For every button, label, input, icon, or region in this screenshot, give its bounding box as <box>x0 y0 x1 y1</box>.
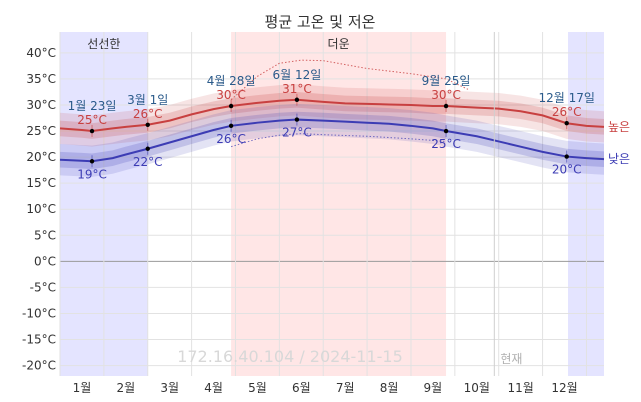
annotation-date-8: 9월 25일 <box>422 74 471 88</box>
y-tick-label-0: -20°C <box>22 359 56 373</box>
annotation-point-8 <box>443 103 449 109</box>
x-tick-label-4: 5월 <box>248 381 267 395</box>
season-bands: 선선한 더운 <box>60 32 604 376</box>
annotation-value-4: 30°C <box>216 88 246 102</box>
grid <box>59 32 604 376</box>
axes: -20°C -15°C -10°C -5°C 0°C 5°C 10°C 15°C 20°C 25°… <box>22 46 578 395</box>
annotation-date-4: 4월 28일 <box>207 74 256 88</box>
x-tick-label-3: 4월 <box>204 381 223 395</box>
annotation-value-3: 22°C <box>133 155 163 169</box>
range-outer-1 <box>60 103 604 177</box>
watermark-text: 172.16.40.104 / 2024-11-15 <box>177 347 403 366</box>
y-tick-label-10: 30°C <box>26 98 56 112</box>
annotation-value-11: 20°C <box>552 163 582 177</box>
annotation-point-6 <box>294 97 300 102</box>
annotation-point-10 <box>564 121 569 126</box>
x-tick-label-11: 12월 <box>551 381 577 395</box>
annotation-point-11 <box>564 154 569 159</box>
y-tick-label-2: -10°C <box>22 306 56 320</box>
annotation-value-8: 30°C <box>431 88 461 102</box>
y-tick-label-8: 20°C <box>26 150 56 164</box>
x-tick-label-9: 10월 <box>464 381 490 395</box>
annotation-point-7 <box>294 117 300 122</box>
annotation-date-0: 1월 23일 <box>68 99 117 113</box>
annotation-date-6: 6월 12일 <box>272 68 321 82</box>
x-tick-label-10: 11월 <box>507 381 533 395</box>
range-outer-0 <box>60 84 604 147</box>
now-marker-label: 현재 <box>500 352 522 366</box>
y-tick-label-7: 15°C <box>26 176 56 190</box>
annotation-date-2: 3월 1일 <box>127 93 168 107</box>
annotation-value-0: 25°C <box>77 113 107 127</box>
annotation-point-2 <box>145 122 150 127</box>
range-inner-0 <box>60 91 604 139</box>
annotation-value-10: 26°C <box>552 105 582 119</box>
y-tick-label-1: -15°C <box>22 333 56 347</box>
annotation-point-0 <box>89 128 95 134</box>
y-tick-label-4: 0°C <box>34 254 56 268</box>
series-label-1: 낮은 <box>608 152 630 166</box>
annotation-date-10: 12월 17일 <box>538 91 594 105</box>
x-tick-label-5: 6월 <box>292 381 311 395</box>
annotation-value-7: 27°C <box>282 126 312 140</box>
x-tick-label-1: 2월 <box>116 381 135 395</box>
y-tick-label-6: 10°C <box>26 202 56 216</box>
y-tick-label-5: 5°C <box>34 228 56 242</box>
y-tick-label-3: -5°C <box>30 280 56 294</box>
annotation-point-3 <box>145 146 150 151</box>
annotation-point-9 <box>443 128 449 134</box>
x-tick-label-6: 7월 <box>336 381 355 395</box>
x-tick-label-2: 3월 <box>160 381 179 395</box>
series-label-0: 높은 <box>608 120 630 134</box>
x-tick-label-7: 8월 <box>380 381 399 395</box>
x-tick-label-0: 1월 <box>73 381 92 395</box>
annotation-value-2: 26°C <box>133 107 163 121</box>
chart-title: 평균 고온 및 저온 <box>265 13 376 31</box>
season-band-1 <box>231 32 447 376</box>
annotation-point-4 <box>228 103 234 109</box>
annotation-value-9: 25°C <box>431 137 461 151</box>
annotation-value-6: 31°C <box>282 82 312 96</box>
annotation-point-1 <box>89 159 95 164</box>
annotation-value-5: 26°C <box>216 132 246 146</box>
season-band-label-1: 더운 <box>328 37 350 51</box>
annotation-value-1: 19°C <box>77 167 107 181</box>
y-tick-label-9: 25°C <box>26 124 56 138</box>
annotation-point-5 <box>228 123 234 129</box>
series-line-1 <box>59 118 605 163</box>
x-tick-label-8: 9월 <box>424 381 443 395</box>
series-line-0 <box>59 98 605 133</box>
record-high-line <box>230 59 469 101</box>
y-tick-label-12: 40°C <box>26 46 56 60</box>
y-tick-label-11: 35°C <box>26 72 56 86</box>
